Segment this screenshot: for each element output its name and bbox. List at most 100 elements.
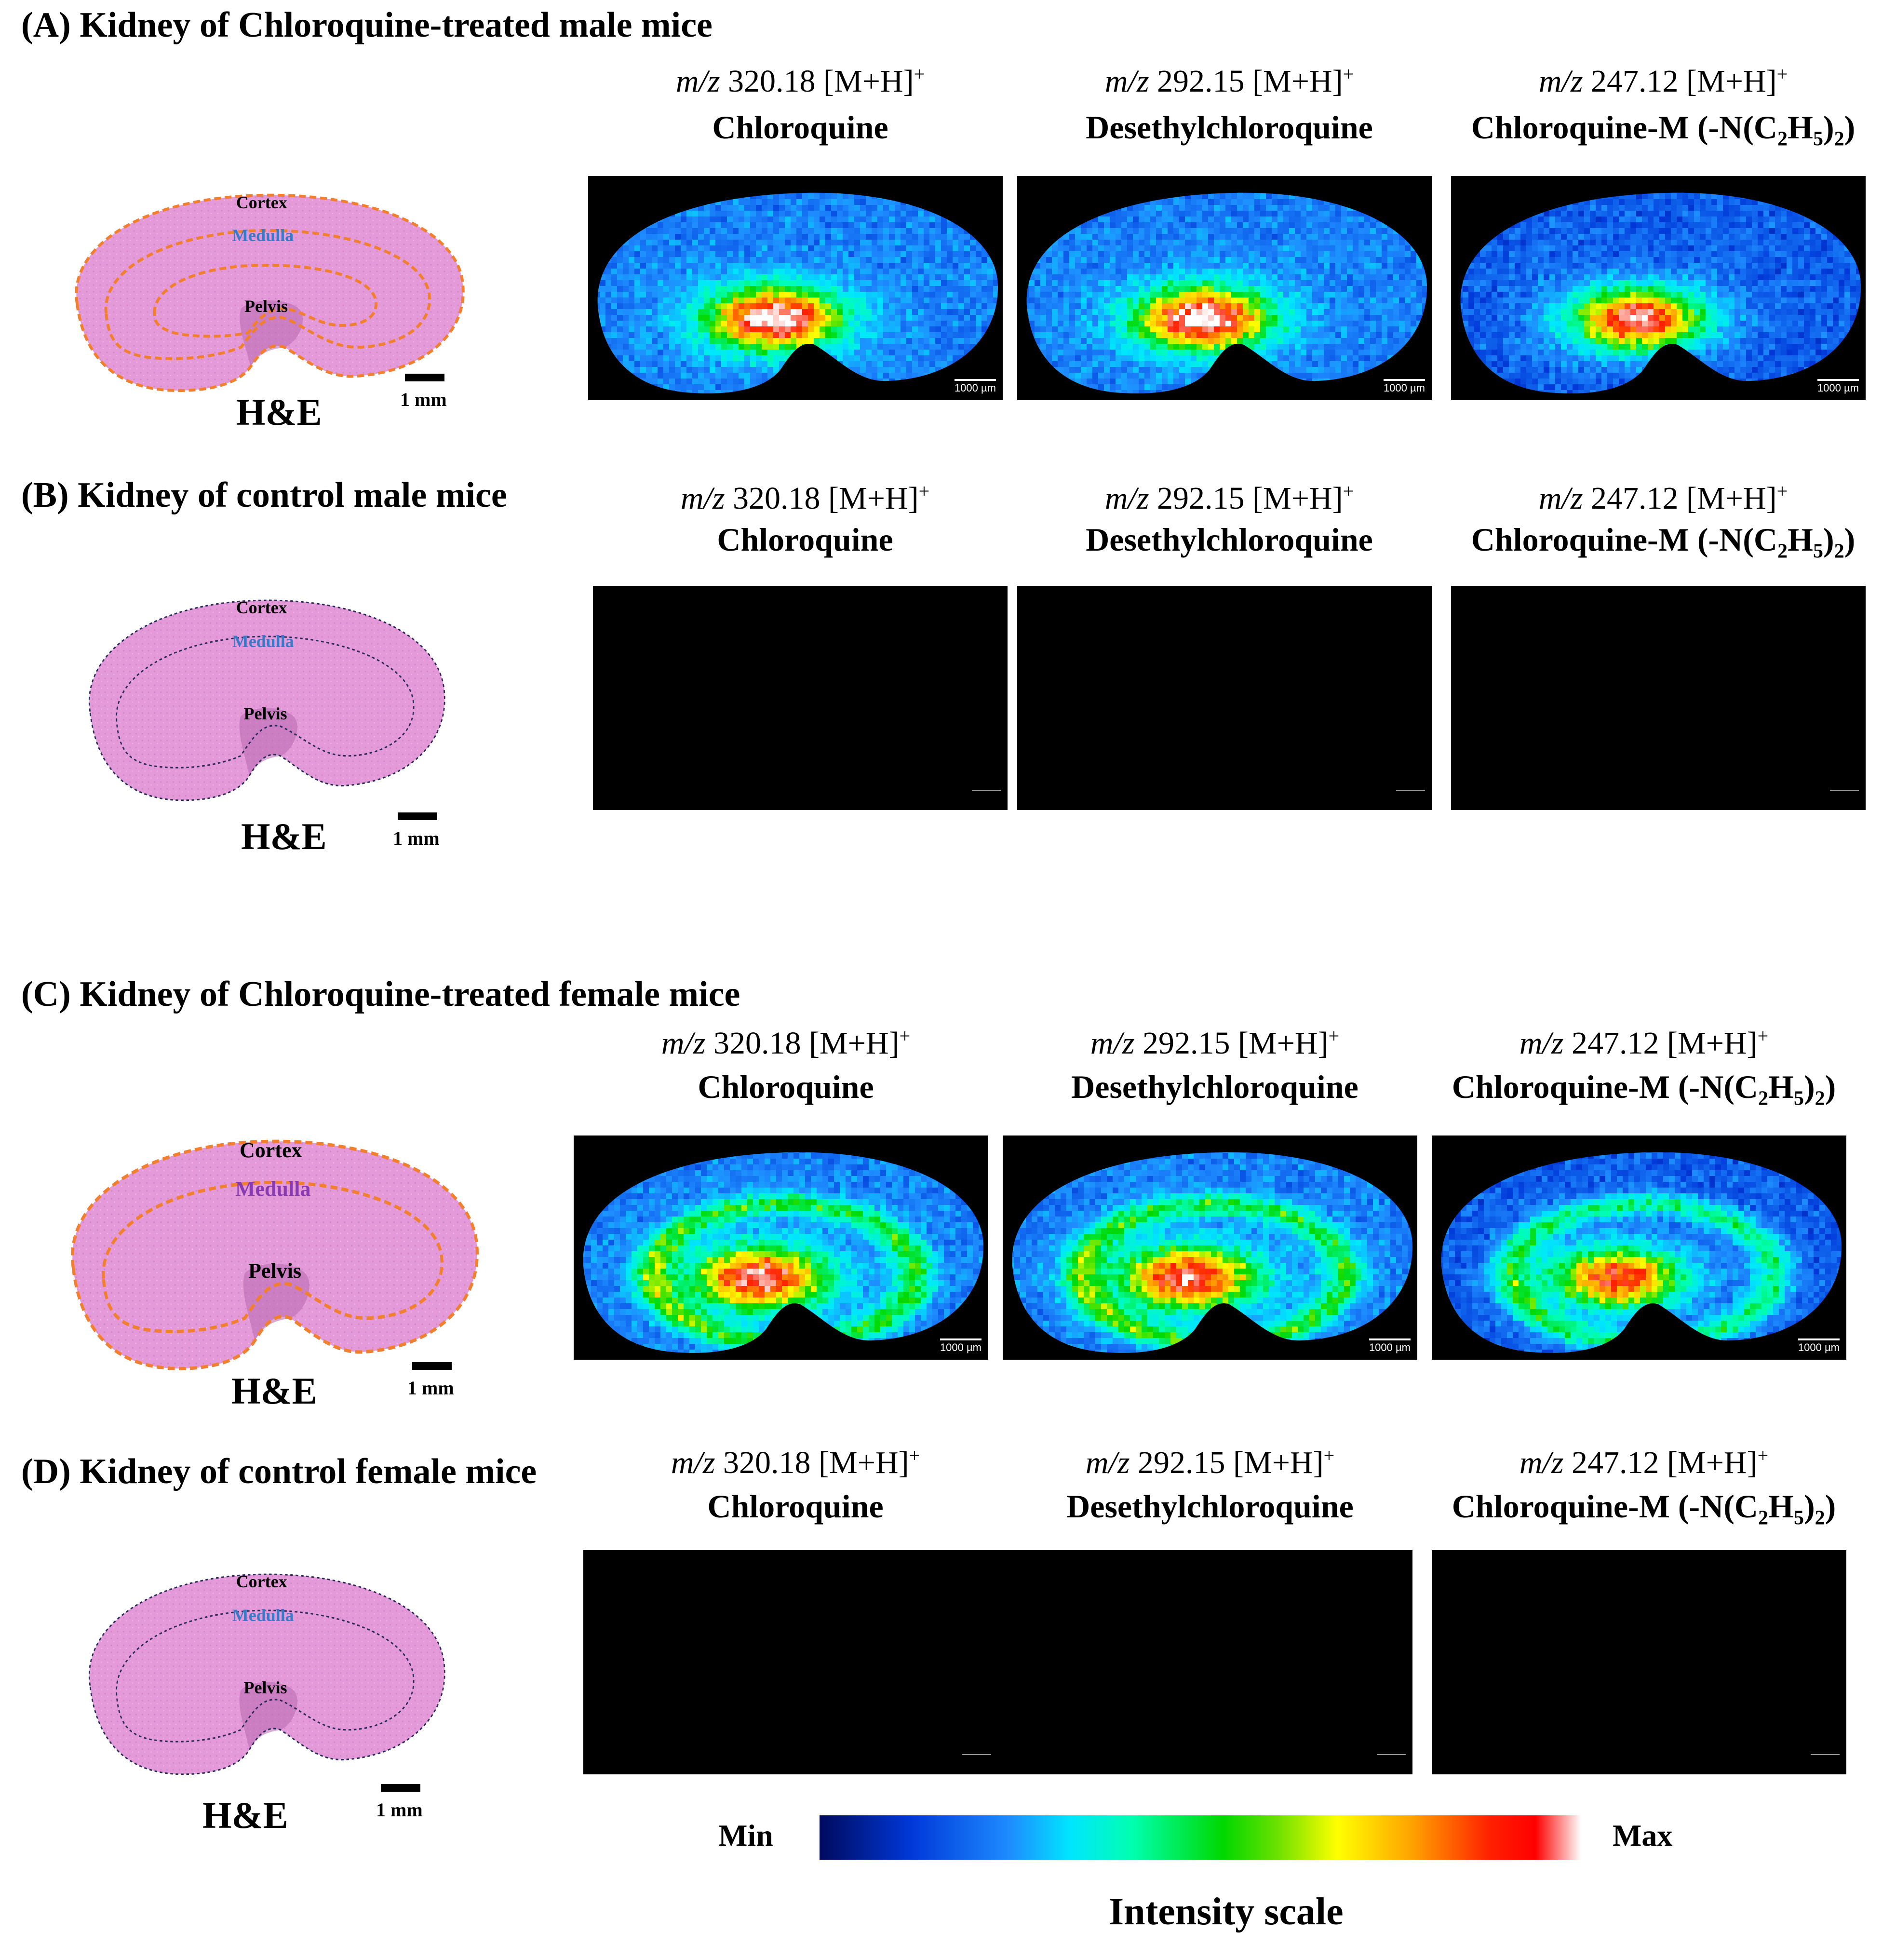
ion-scale-bar: [1811, 1754, 1840, 1755]
ion-column: m/z 320.18 [M+H] + Chloroquine 1000 µm: [588, 0, 1012, 1960]
cortex-label: Cortex: [236, 192, 287, 212]
compound-text: Chloroquine: [717, 521, 893, 558]
cortex-label: Cortex: [240, 1138, 302, 1162]
medulla-label: Medulla: [232, 226, 294, 245]
compound-name: Chloroquine: [588, 108, 1012, 147]
compound-sub: 2: [1758, 1507, 1769, 1529]
compound-name: Chloroquine: [593, 521, 1017, 559]
compound-sub: 2: [1758, 1087, 1769, 1110]
mz-charge: +: [1757, 1025, 1769, 1047]
compound-sub: 5: [1813, 128, 1823, 150]
compound-name: Desethylchloroquine: [1003, 1068, 1427, 1106]
mz-prefix: m/z: [1538, 481, 1583, 516]
he-scale-bar: [398, 812, 437, 820]
compound-name: Desethylchloroquine: [1017, 521, 1441, 559]
compound-sub: 2: [1834, 540, 1844, 563]
ion-scale-bar: [1396, 790, 1425, 791]
compound-text: ): [1823, 521, 1834, 558]
compound-text: ): [1825, 1488, 1836, 1525]
ion-column: m/z 292.15 [M+H]+ Desethylchloroquine 1000…: [1003, 0, 1427, 1960]
ion-scale-label: 1000 µm: [1383, 382, 1425, 394]
ms-ion-image: 1000 µm: [1003, 1135, 1417, 1360]
pelvis-label: Pelvis: [243, 1677, 287, 1697]
ion-scale-label: 1000 µm: [940, 1341, 982, 1353]
ms-ion-image: [1451, 586, 1866, 810]
ion-scale-label: 1000 µm: [1817, 382, 1859, 394]
mz-charge: +: [1776, 480, 1788, 502]
panel-title-d: (D) Kidney of control female mice: [21, 1452, 537, 1491]
mz-label: m/z 292.15 [M+H]+: [1003, 1025, 1427, 1062]
compound-name: Desethylchloroquine: [998, 1487, 1422, 1526]
mz-label: m/z 320.18 [M+H]+: [583, 1444, 1008, 1481]
mz-prefix: m/z: [1519, 1445, 1564, 1480]
he-kidney-image: [72, 593, 453, 805]
mz-label: m/z 292.15 [M+H]+: [1017, 63, 1441, 100]
ion-column: m/z 292.15 [M+H]+ Desethylchloroquine 1000…: [1017, 0, 1441, 1960]
he-scale-bar: [405, 374, 444, 381]
ion-scale-bar: [1817, 379, 1859, 381]
mz-label: m/z 320.18 [M+H]+: [593, 480, 1017, 517]
compound-name: Chloroquine-M (-N(C2H5)2): [1432, 1068, 1856, 1110]
compound-name: Chloroquine-M (-N(C2H5)2): [1432, 1487, 1856, 1530]
mz-charge: +: [1343, 480, 1354, 502]
mz-prefix: m/z: [1085, 1445, 1130, 1480]
ion-scale-bar: [1798, 1338, 1840, 1340]
ion-scale-label: 1000 µm: [954, 382, 996, 394]
compound-text: ): [1844, 521, 1856, 558]
he-kidney-image: [58, 188, 472, 395]
intensity-color-bar: [820, 1815, 1581, 1860]
mz-prefix: m/z: [1538, 64, 1583, 99]
he-scale-label: 1 mm: [407, 1377, 454, 1399]
he-stain-label: H&E: [236, 391, 322, 433]
pelvis-label: Pelvis: [248, 1259, 301, 1283]
mz-value: 247.12 [M+H]: [1572, 1026, 1758, 1061]
compound-name: Chloroquine: [574, 1068, 998, 1106]
mz-charge: +: [1343, 63, 1354, 85]
pelvis-label: Pelvis: [244, 296, 288, 316]
mz-charge: +: [1328, 1025, 1340, 1047]
compound-text: Chloroquine-M (-N(C: [1471, 521, 1778, 558]
compound-text: ): [1825, 1068, 1836, 1105]
mz-value: 292.15 [M+H]: [1157, 64, 1343, 99]
ms-ion-image: [583, 1550, 998, 1774]
he-scale-bar: [412, 1362, 452, 1370]
he-stain-label: H&E: [202, 1794, 288, 1836]
ms-ion-image: 1000 µm: [574, 1135, 988, 1360]
he-scale-label: 1 mm: [400, 389, 447, 410]
ms-ion-image: [1432, 1550, 1846, 1774]
compound-sub: 2: [1777, 540, 1788, 563]
mz-prefix: m/z: [1090, 1026, 1135, 1061]
compound-text: ): [1823, 109, 1834, 146]
mz-label: m/z 292.15 [M+H]+: [998, 1444, 1422, 1481]
mz-label: m/z 247.12 [M+H]+: [1451, 480, 1875, 517]
pelvis-label: Pelvis: [243, 703, 287, 723]
ms-ion-image: 1000 µm: [1432, 1135, 1846, 1360]
ms-ion-image: 1000 µm: [1017, 176, 1432, 400]
ion-scale-bar: [972, 790, 1001, 791]
ion-column: m/z 320.18 [M+H] + Chloroquine 1000 µm: [574, 0, 998, 1960]
ms-ion-image: [1017, 586, 1432, 810]
ion-column: m/z 247.12 [M+H]+ Chloroquine-M (-N(C2H5)…: [1451, 0, 1875, 1960]
mz-value: 320.18 [M+H]: [723, 1445, 909, 1480]
panel-title-c: (C) Kidney of Chloroquine-treated female…: [21, 974, 740, 1014]
ms-ion-image: 1000 µm: [588, 176, 1003, 400]
compound-text: H: [1768, 1068, 1794, 1105]
mz-charge: +: [914, 63, 925, 85]
mz-value: 247.12 [M+H]: [1591, 481, 1777, 516]
compound-sub: 5: [1793, 1507, 1804, 1529]
compound-text: ): [1844, 109, 1856, 146]
mz-value: 247.12 [M+H]: [1572, 1445, 1758, 1480]
he-kidney-image: [72, 1567, 453, 1779]
mz-prefix: m/z: [680, 481, 725, 516]
mz-prefix: m/z: [675, 64, 720, 99]
medulla-label: Medulla: [235, 1177, 311, 1201]
mz-value: 292.15 [M+H]: [1143, 1026, 1329, 1061]
mz-charge: +: [899, 1025, 911, 1047]
he-stain-label: H&E: [231, 1370, 317, 1412]
mz-charge: +: [1323, 1445, 1335, 1466]
compound-text: Chloroquine: [707, 1488, 884, 1525]
compound-text: H: [1788, 521, 1813, 558]
ion-scale-bar: [962, 1754, 991, 1755]
ion-scale-bar: [1377, 1754, 1406, 1755]
compound-sub: 2: [1815, 1087, 1825, 1110]
